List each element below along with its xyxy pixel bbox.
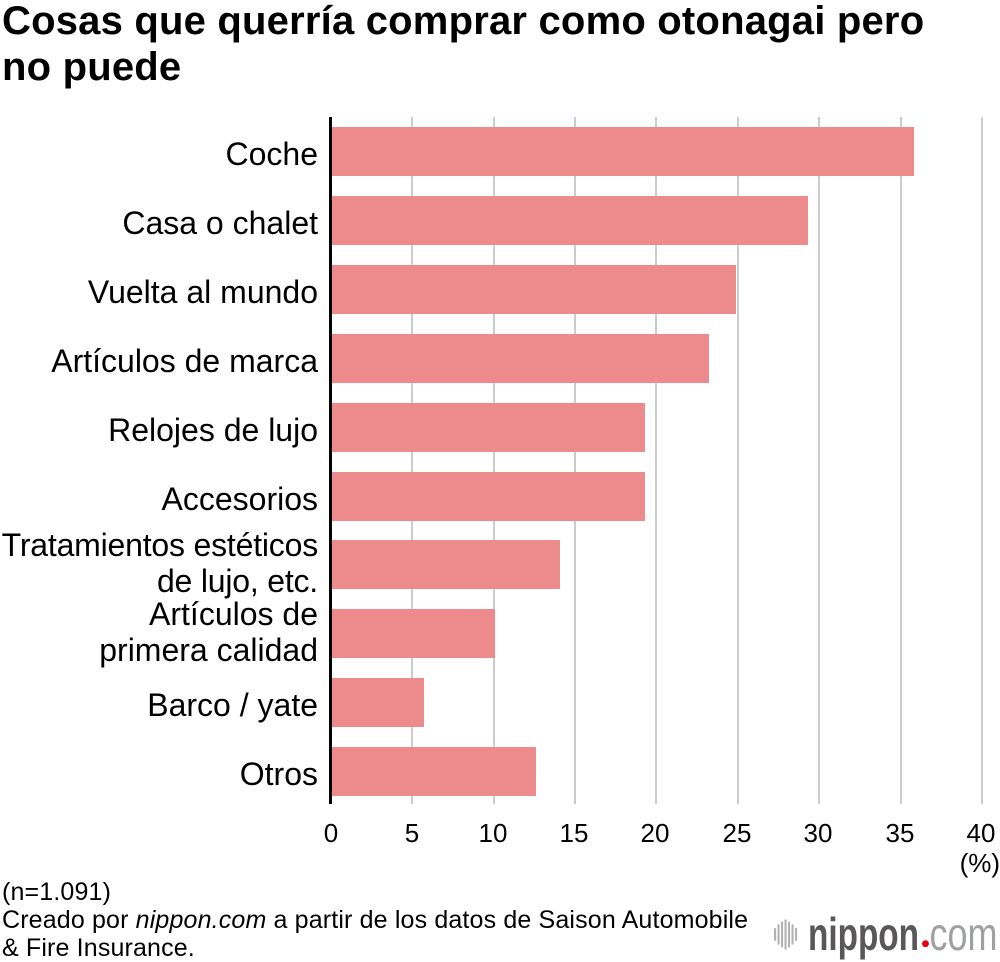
svg-text:nippon: nippon (808, 908, 919, 960)
svg-text:com: com (930, 908, 998, 960)
